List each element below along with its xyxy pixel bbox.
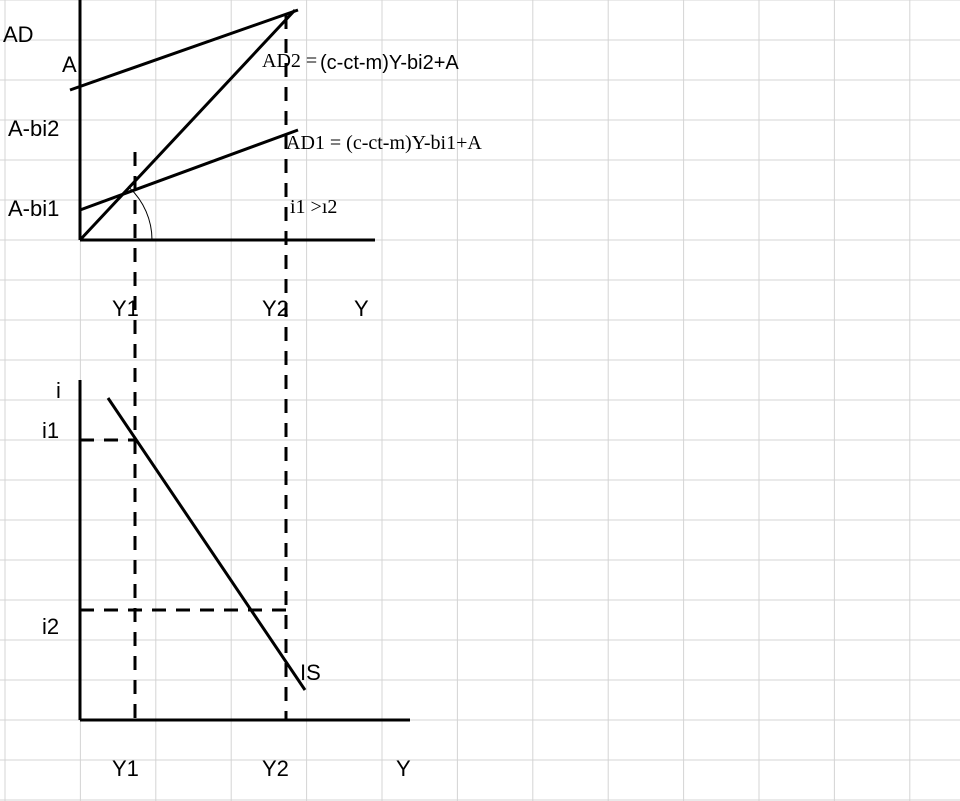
label-i2: i2 bbox=[42, 614, 59, 640]
label-A_partial: A bbox=[62, 52, 77, 78]
label-Y_bot: Y bbox=[396, 756, 411, 782]
label-AD1: AD1 = (c-ct-m)Y-bi1+A bbox=[286, 132, 482, 155]
label-i1: i1 bbox=[42, 418, 59, 444]
label-Y2_top: Y2 bbox=[262, 296, 289, 322]
label-Y1_top: Y1 bbox=[112, 296, 139, 322]
label-i: i bbox=[56, 378, 61, 404]
label-AD2: AD2 = bbox=[262, 50, 317, 73]
label-IS: IS bbox=[300, 660, 321, 686]
diagram-overlay bbox=[0, 0, 960, 801]
label-Y2_bot: Y2 bbox=[262, 756, 289, 782]
label-Y_top: Y bbox=[354, 296, 369, 322]
label-AD: AD bbox=[3, 22, 34, 48]
diagram-canvas: AD A AD2 =(c-ct-m)Y-bi2+A A-bi2 AD1 = (c-ct-… bbox=[0, 0, 960, 801]
label-AD2_eq: (c-ct-m)Y-bi2+A bbox=[320, 52, 459, 75]
label-Y1_bot: Y1 bbox=[112, 756, 139, 782]
label-A_bi2: A-bi2 bbox=[8, 116, 59, 142]
label-i1_gt_i2: i1 >ı2 bbox=[290, 196, 337, 219]
label-A_bi1: A-bi1 bbox=[8, 196, 59, 222]
